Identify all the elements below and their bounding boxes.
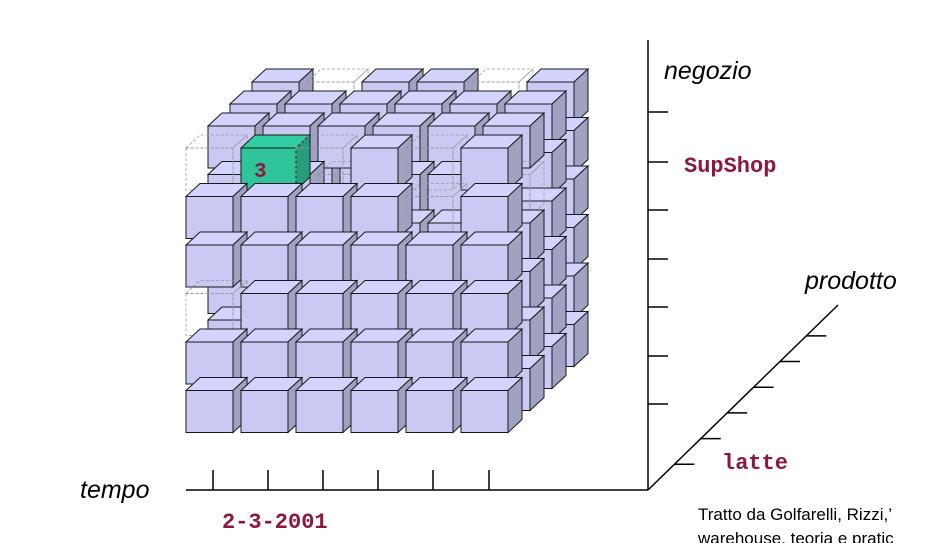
cube-cell xyxy=(404,230,469,289)
cube-cell xyxy=(239,376,304,434)
cube-cell xyxy=(294,279,359,337)
cube-cell xyxy=(294,230,359,289)
cube-cell xyxy=(184,230,249,289)
highlighted-cell: 3 xyxy=(239,133,312,192)
cube-cell xyxy=(239,230,304,289)
credit-line-2: warehouse, teoria e pratic xyxy=(698,529,894,543)
cube-cell xyxy=(404,327,469,386)
credit-line-1: Tratto da Golfarelli, Rizzi,’ xyxy=(698,505,892,524)
tempo-axis-label: tempo xyxy=(80,476,150,504)
cube-cell xyxy=(349,327,414,386)
cube-cell xyxy=(239,279,304,337)
cell-top xyxy=(305,68,370,83)
cube-cell xyxy=(349,182,414,240)
cube-cell xyxy=(459,327,524,386)
prodotto-axis-label: prodotto xyxy=(804,267,897,295)
cell-front xyxy=(295,390,344,433)
cube-cell xyxy=(349,376,414,434)
cube-cell xyxy=(404,376,469,434)
cell-front xyxy=(240,390,289,433)
source-credit: Tratto da Golfarelli, Rizzi,’ warehouse,… xyxy=(698,503,929,543)
latte-label: latte xyxy=(722,451,788,476)
cube-cell xyxy=(349,230,414,289)
cube-cell xyxy=(404,279,469,337)
cube-cell xyxy=(459,133,524,192)
cube-cell xyxy=(459,279,524,337)
cube-cell xyxy=(184,182,249,240)
cube-cell xyxy=(294,327,359,386)
cube-cell xyxy=(294,376,359,434)
cube-front-face: 3 xyxy=(184,133,524,434)
cell-front xyxy=(405,390,454,433)
cell-side xyxy=(529,160,545,218)
cell-front xyxy=(350,390,399,433)
highlighted-cell-value: 3 xyxy=(254,161,267,184)
cube-cell xyxy=(349,279,414,337)
date-label: 2-3-2001 xyxy=(222,510,328,535)
cell-front xyxy=(185,390,234,433)
cube-cell xyxy=(459,230,524,289)
cube-cell xyxy=(239,327,304,386)
cube-cell xyxy=(239,182,304,240)
cube-cell xyxy=(459,182,524,240)
supshop-label: SupShop xyxy=(684,154,776,179)
cell-front xyxy=(185,244,234,288)
cube-cell xyxy=(459,376,524,434)
cube-cell xyxy=(184,376,249,434)
axis-ticks xyxy=(212,111,827,490)
cell-top xyxy=(470,68,535,83)
cell-front xyxy=(460,390,509,433)
cube-cell xyxy=(294,182,359,240)
negozio-axis-label: negozio xyxy=(664,57,752,85)
cube-cell xyxy=(349,133,414,192)
cell-front xyxy=(405,147,454,191)
cube-cell xyxy=(184,327,249,386)
